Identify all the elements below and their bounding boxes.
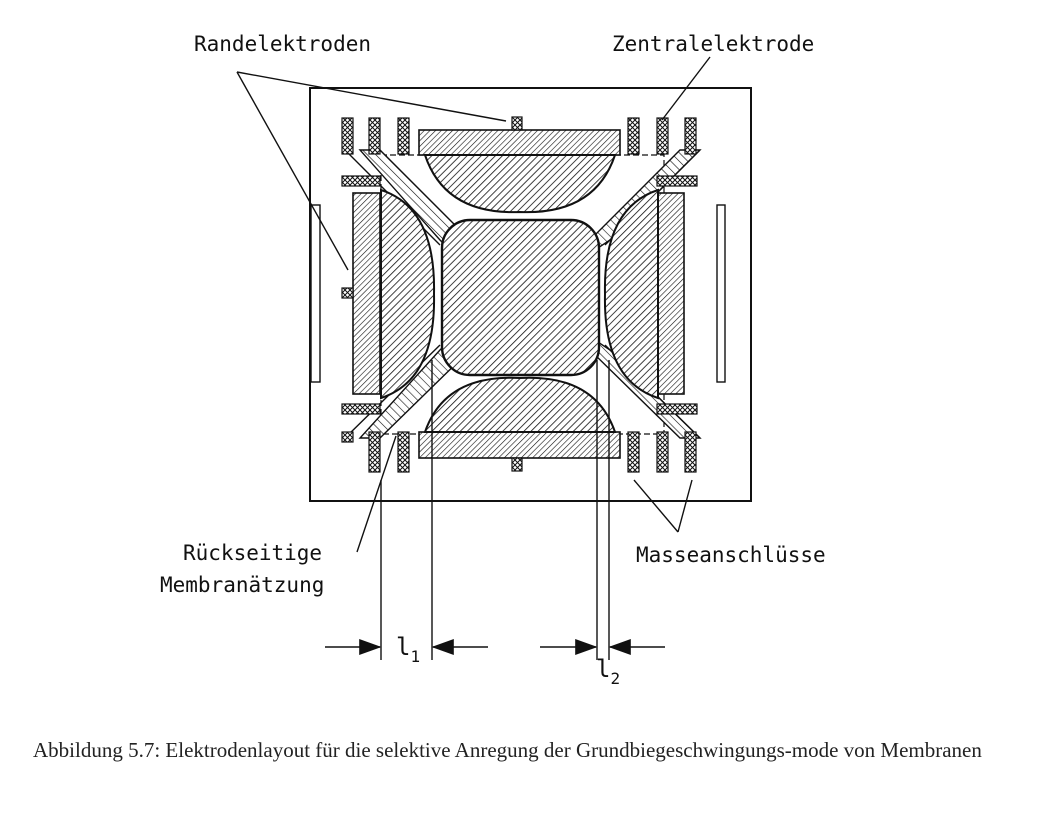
bottom-half-disc — [423, 376, 617, 433]
ground-pads-top-right — [627, 117, 698, 187]
left-electrode-tab — [341, 287, 354, 299]
top-edge-electrode — [418, 129, 621, 156]
dimension-l1: l1 — [396, 633, 420, 666]
dimension-l2-sub: 2 — [610, 669, 620, 688]
label-randelektroden: Randelektroden — [194, 32, 371, 56]
ground-pads-bottom-left — [341, 403, 410, 473]
ground-pads-top-left — [341, 117, 410, 187]
dimension-l2-base: l — [596, 655, 610, 683]
dimension-extension-lines — [380, 360, 610, 660]
label-zentralelektrode: Zentralelektrode — [612, 32, 814, 56]
top-electrode-tab — [511, 116, 523, 131]
right-edge-electrode — [656, 192, 685, 395]
bottom-edge-electrode — [418, 431, 621, 459]
label-rueckseitige: Rückseitige — [183, 541, 322, 565]
label-masseanschluesse: Masseanschlüsse — [636, 543, 826, 567]
right-slot — [716, 204, 726, 383]
left-half-disc — [380, 188, 436, 400]
ground-pads-bottom-right — [627, 403, 698, 473]
chip-outline — [309, 87, 752, 502]
electrode-layout-diagram: Randelektroden Zentralelektrode Rückseit… — [160, 32, 826, 688]
bottom-electrode-tab — [511, 457, 523, 472]
dimension-l1-base: l — [396, 633, 410, 661]
central-electrode — [440, 218, 601, 377]
right-half-disc — [603, 188, 659, 400]
figure-caption: Abbildung 5.7: Elektrodenlayout für die … — [33, 738, 982, 762]
leader-lines — [236, 56, 711, 553]
label-membranaetzung: Membranätzung — [160, 573, 324, 597]
left-edge-electrode — [352, 192, 381, 395]
dimension-l2: l2 — [596, 655, 620, 688]
dimension-l1-sub: 1 — [410, 647, 420, 666]
top-half-disc — [423, 154, 617, 214]
left-slot — [310, 204, 321, 383]
